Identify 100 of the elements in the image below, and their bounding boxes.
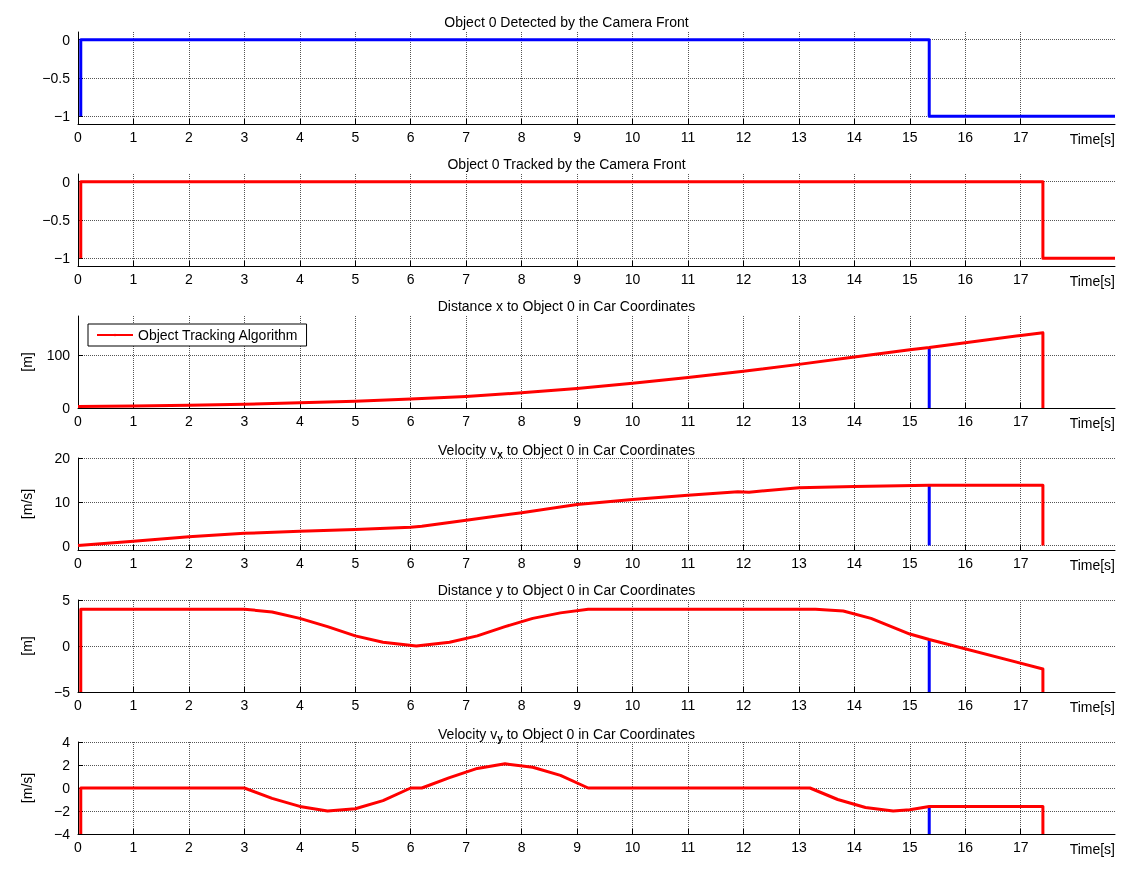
x-tick-label: 2 xyxy=(185,129,194,145)
x-tick-label: 9 xyxy=(573,271,582,287)
x-tick-label: 11 xyxy=(680,413,696,429)
y-tick-label: 0 xyxy=(62,537,71,554)
x-tick-label: 14 xyxy=(846,839,863,855)
y-axis-title: [m] xyxy=(19,636,35,656)
x-tick-label: 2 xyxy=(185,697,194,713)
y-tick-label: −4 xyxy=(54,826,71,842)
x-tick-label: 10 xyxy=(624,413,641,429)
x-tick-label: 15 xyxy=(902,129,918,145)
x-tick-label: 10 xyxy=(624,271,641,287)
y-tick-label: 0 xyxy=(62,638,71,654)
x-tick-label: 4 xyxy=(295,271,304,287)
x-axis-title: Time[s] xyxy=(1069,131,1115,147)
x-tick-label: 5 xyxy=(351,271,360,287)
x-tick-label: 10 xyxy=(624,697,641,713)
x-tick-label: 17 xyxy=(1012,697,1029,713)
y-tick-label: 20 xyxy=(54,450,71,466)
x-tick-label: 4 xyxy=(295,129,304,145)
x-tick-label: 1 xyxy=(129,697,138,713)
y-tick-label: −1 xyxy=(54,108,71,125)
y-tick-label: 2 xyxy=(62,757,71,773)
y-axis-title: [m] xyxy=(19,352,35,372)
x-tick-label: 12 xyxy=(735,555,752,571)
x-tick-label: 4 xyxy=(295,413,304,429)
x-tick-label: 14 xyxy=(846,555,863,571)
x-tick-label: 10 xyxy=(624,129,641,145)
x-tick-label: 3 xyxy=(240,555,249,571)
x-tick-label: 6 xyxy=(406,413,415,429)
x-tick-label: 15 xyxy=(902,413,918,429)
x-tick-label: 16 xyxy=(957,271,974,287)
y-tick-label: 0 xyxy=(62,780,71,796)
x-tick-label: 13 xyxy=(791,271,807,287)
y-tick-label: −2 xyxy=(54,803,71,819)
line-series xyxy=(79,607,1045,694)
x-tick-label: 11 xyxy=(680,129,696,145)
x-tick-label: 16 xyxy=(957,413,974,429)
x-tick-label: 2 xyxy=(185,271,194,287)
y-tick-label: −0.5 xyxy=(42,70,71,86)
x-tick-label: 12 xyxy=(735,271,752,287)
x-tick-label: 14 xyxy=(846,413,863,429)
x-tick-label: 15 xyxy=(902,697,918,713)
x-tick-label: 11 xyxy=(680,555,696,571)
x-tick-label: 12 xyxy=(735,129,752,145)
x-tick-label: 3 xyxy=(240,129,249,145)
x-axis-title: Time[s] xyxy=(1069,557,1115,573)
x-tick-label: 15 xyxy=(902,555,918,571)
y-tick-label: 5 xyxy=(62,592,71,608)
x-tick-label: 0 xyxy=(74,413,83,429)
x-tick-label: 11 xyxy=(680,697,696,713)
x-tick-label: 4 xyxy=(295,697,304,713)
y-tick-label: 10 xyxy=(54,493,71,510)
x-tick-label: 6 xyxy=(406,555,415,571)
x-tick-label: 0 xyxy=(74,697,83,713)
x-tick-label: 13 xyxy=(791,555,807,571)
x-tick-label: 5 xyxy=(351,697,360,713)
x-tick-label: 8 xyxy=(517,555,526,571)
x-axis-title: Time[s] xyxy=(1069,841,1115,857)
chart-title: Distance x to Object 0 in Car Coordinates xyxy=(437,298,696,314)
x-tick-label: 6 xyxy=(406,839,415,855)
x-tick-label: 9 xyxy=(573,697,582,713)
x-tick-label: 2 xyxy=(185,413,194,429)
y-axis-title: [m/s] xyxy=(19,772,35,804)
x-tick-label: 8 xyxy=(517,839,526,855)
y-tick-label: 0 xyxy=(62,31,71,48)
x-axis-title: Time[s] xyxy=(1069,699,1115,715)
x-tick-label: 7 xyxy=(462,697,471,713)
x-tick-label: 5 xyxy=(351,555,360,571)
x-tick-label: 7 xyxy=(462,129,471,145)
x-tick-label: 0 xyxy=(74,839,83,855)
x-tick-label: 3 xyxy=(240,839,249,855)
x-tick-label: 17 xyxy=(1012,129,1029,145)
line-series xyxy=(76,483,1045,548)
x-tick-label: 3 xyxy=(240,697,249,713)
x-tick-label: 0 xyxy=(74,555,83,571)
x-tick-label: 0 xyxy=(74,129,83,145)
legend-label: Object Tracking Algorithm xyxy=(138,327,298,343)
x-tick-label: 11 xyxy=(680,271,696,287)
line-series xyxy=(76,331,1045,410)
x-tick-label: 4 xyxy=(295,555,304,571)
x-tick-label: 16 xyxy=(957,697,974,713)
x-tick-label: 17 xyxy=(1012,271,1029,287)
x-tick-label: 11 xyxy=(680,839,696,855)
x-tick-label: 13 xyxy=(791,839,807,855)
x-tick-label: 14 xyxy=(846,271,863,287)
x-tick-label: 17 xyxy=(1012,839,1029,855)
x-tick-label: 8 xyxy=(517,697,526,713)
x-tick-label: 1 xyxy=(129,839,138,855)
x-tick-label: 9 xyxy=(573,129,582,145)
x-tick-label: 6 xyxy=(406,697,415,713)
x-tick-label: 1 xyxy=(129,413,138,429)
x-tick-label: 16 xyxy=(957,129,974,145)
x-tick-label: 9 xyxy=(573,555,582,571)
x-tick-label: 12 xyxy=(735,697,752,713)
x-tick-label: 15 xyxy=(902,839,918,855)
x-axis-title: Time[s] xyxy=(1069,415,1115,431)
line-series xyxy=(79,762,1045,836)
y-axis-title: [m/s] xyxy=(19,488,35,520)
x-tick-label: 6 xyxy=(406,271,415,287)
x-tick-label: 2 xyxy=(185,555,194,571)
